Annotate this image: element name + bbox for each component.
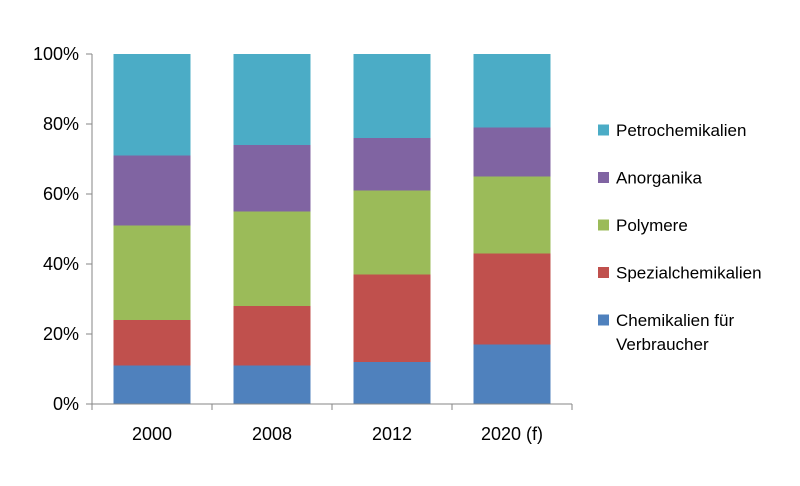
bar-segment-2-1 <box>353 274 431 362</box>
bar-segment-2-4 <box>353 54 431 138</box>
legend-swatch <box>598 219 609 231</box>
legend-label: Anorganika <box>616 169 703 188</box>
y-tick-label: 100% <box>33 44 79 64</box>
legend: Petrochemikalien Anorganika Polymere Spezia… <box>598 121 762 354</box>
bar-segment-0-4 <box>113 54 191 156</box>
legend-swatch <box>598 172 609 183</box>
bar-segment-1-0 <box>233 365 311 404</box>
bar-segment-0-1 <box>113 320 191 366</box>
bar-segment-3-0 <box>473 344 551 404</box>
bar-segment-1-3 <box>233 145 311 212</box>
x-tick-label: 2008 <box>252 424 292 444</box>
legend-label: Spezialchemikalien <box>616 264 762 283</box>
bar-segment-3-1 <box>473 253 551 345</box>
axes-group: 2000 2008 2012 2020 (f) 0% 20% 40% 60% 80% 100% <box>33 44 573 444</box>
legend-label: Polymere <box>616 216 688 235</box>
bar-segment-0-3 <box>113 155 191 226</box>
legend-label: Verbraucher <box>616 335 709 354</box>
legend-label: Petrochemikalien <box>616 121 746 140</box>
bar-segment-0-0 <box>113 365 191 404</box>
x-tick-label: 2012 <box>372 424 412 444</box>
bar-segment-2-3 <box>353 138 431 191</box>
y-tick-label: 20% <box>43 324 79 344</box>
bar-segment-1-4 <box>233 54 311 145</box>
y-tick-label: 0% <box>53 394 79 414</box>
bars-group <box>113 54 551 404</box>
x-tick-label: 2000 <box>132 424 172 444</box>
legend-swatch <box>598 314 609 326</box>
bar-segment-3-2 <box>473 176 551 254</box>
bar-segment-3-4 <box>473 54 551 128</box>
legend-swatch <box>598 124 609 136</box>
bar-segment-2-0 <box>353 362 431 404</box>
y-tick-label: 80% <box>43 114 79 134</box>
y-tick-label: 40% <box>43 254 79 274</box>
legend-label: Chemikalien für <box>616 311 734 330</box>
y-tick-label: 60% <box>43 184 79 204</box>
x-tick-label: 2020 (f) <box>481 424 543 444</box>
bar-segment-2-2 <box>353 190 431 275</box>
bar-segment-1-1 <box>233 306 311 366</box>
legend-swatch <box>598 267 609 278</box>
bar-segment-3-3 <box>473 127 551 177</box>
bar-segment-1-2 <box>233 211 311 306</box>
bar-segment-0-2 <box>113 225 191 320</box>
